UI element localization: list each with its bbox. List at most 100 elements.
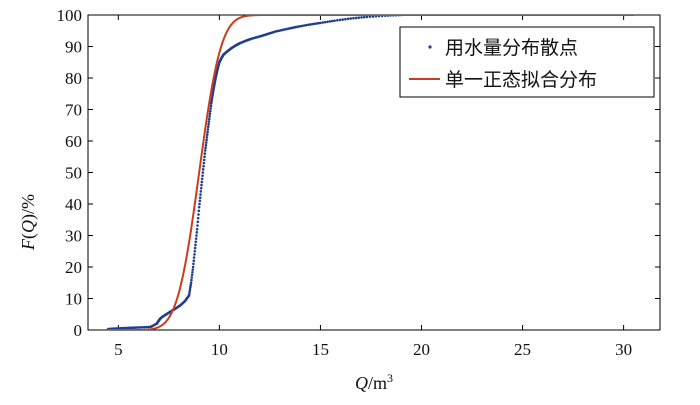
scatter-point [197,209,201,213]
scatter-point [189,281,193,285]
legend-scatter-marker [428,45,432,49]
y-axis-label: F(Q)/% [18,194,39,251]
scatter-point [190,276,194,279]
scatter-point [188,289,192,293]
scatter-point [117,327,120,330]
scatter-point [196,216,200,220]
scatter-point [208,112,212,115]
x-tick-label: 5 [114,340,123,359]
scatter-point [192,262,195,266]
scatter-point [309,23,312,26]
scatter-point [335,19,339,22]
scatter-point [190,278,193,282]
axis-tick-labels: 5 10 15 20 25 30 0 10 20 30 40 50 60 70 80 90 100 [57,6,633,359]
y-tick-label: 20 [65,258,82,277]
scatter-point [199,190,203,193]
x-axis-label-unit: /m [368,373,387,393]
scatter-point [208,109,212,113]
y-tick-label: 80 [65,69,82,88]
legend-box [399,26,655,98]
x-tick-label: 10 [211,340,228,359]
scatter-point [202,158,206,162]
scatter-point [209,107,212,110]
scatter-point [300,24,304,28]
scatter-point [198,199,202,203]
scatter-point [121,326,124,330]
scatter-point [141,325,144,329]
scatter-point [304,23,308,27]
scatter-point [191,268,195,271]
scatter-point [204,146,207,150]
scatter-point [191,270,194,274]
x-tick-label: 25 [514,340,531,359]
y-axis-label-open-paren: ( [18,233,39,239]
scatter-point [319,21,322,25]
scatter-point [200,180,204,184]
scatter-point [192,256,196,259]
scatter-point [192,259,196,263]
scatter-point [354,16,358,20]
y-axis-label-fn: F [18,238,38,251]
scatter-point [194,243,197,247]
scatter-point [328,20,332,23]
scatter-point [191,265,195,269]
scatter-point [189,283,193,287]
scatter-point [145,325,148,329]
scatter-point [294,25,298,29]
fit-curve-line [106,15,634,330]
scatter-point [193,249,197,253]
scatter-point [203,149,207,152]
y-tick-label: 70 [65,101,82,120]
scatter-point [206,130,209,134]
scatter-point [190,273,194,277]
scatter-point [203,152,207,155]
scatter-point [197,213,200,216]
y-tick-label: 10 [65,290,82,309]
scatter-point [323,20,327,24]
scatter-point [119,326,122,330]
scatter-point [195,227,199,231]
scatter-point [321,21,325,24]
scatter-point [362,15,366,19]
legend: 用水量分布散点 单一正态拟合分布 [399,26,655,98]
scatter-point [193,253,196,256]
scatter-point [195,234,198,237]
y-tick-label: 90 [65,38,82,57]
scatter-point [313,22,316,26]
scatter-point [193,246,197,250]
scatter-point [207,117,211,121]
scatter-point [125,326,128,330]
scatter-point [188,291,191,295]
scatter-point [365,15,369,19]
scatter-point [188,287,192,291]
legend-label-scatter: 用水量分布散点 [445,37,578,59]
scatter-point [207,122,210,126]
scatter-point [330,19,334,23]
scatter-point [195,231,199,234]
scatter-point [202,161,206,165]
scatter-point [202,164,205,168]
scatter-point [360,16,363,19]
scatter-point [298,24,302,28]
scatter-point [357,16,361,19]
x-axis-label: Q/m3 [355,371,393,393]
scatter-point [137,326,140,329]
scatter-point [199,186,203,190]
scatter-point [352,16,355,20]
y-tick-label: 60 [65,132,82,151]
y-tick-label: 100 [57,6,83,25]
y-tick-label: 50 [65,164,82,183]
scatter-point [317,21,320,25]
scatter-point [211,91,215,94]
scatter-point [210,99,213,103]
scatter-point [207,120,211,123]
scatter-point [211,93,214,97]
y-tick-label: 40 [65,195,82,214]
scatter-point [205,138,208,142]
scatter-point [196,224,199,227]
scatter-point [203,155,206,159]
scatter-point [204,143,208,147]
scatter-series [106,15,403,330]
scatter-point [205,133,209,136]
